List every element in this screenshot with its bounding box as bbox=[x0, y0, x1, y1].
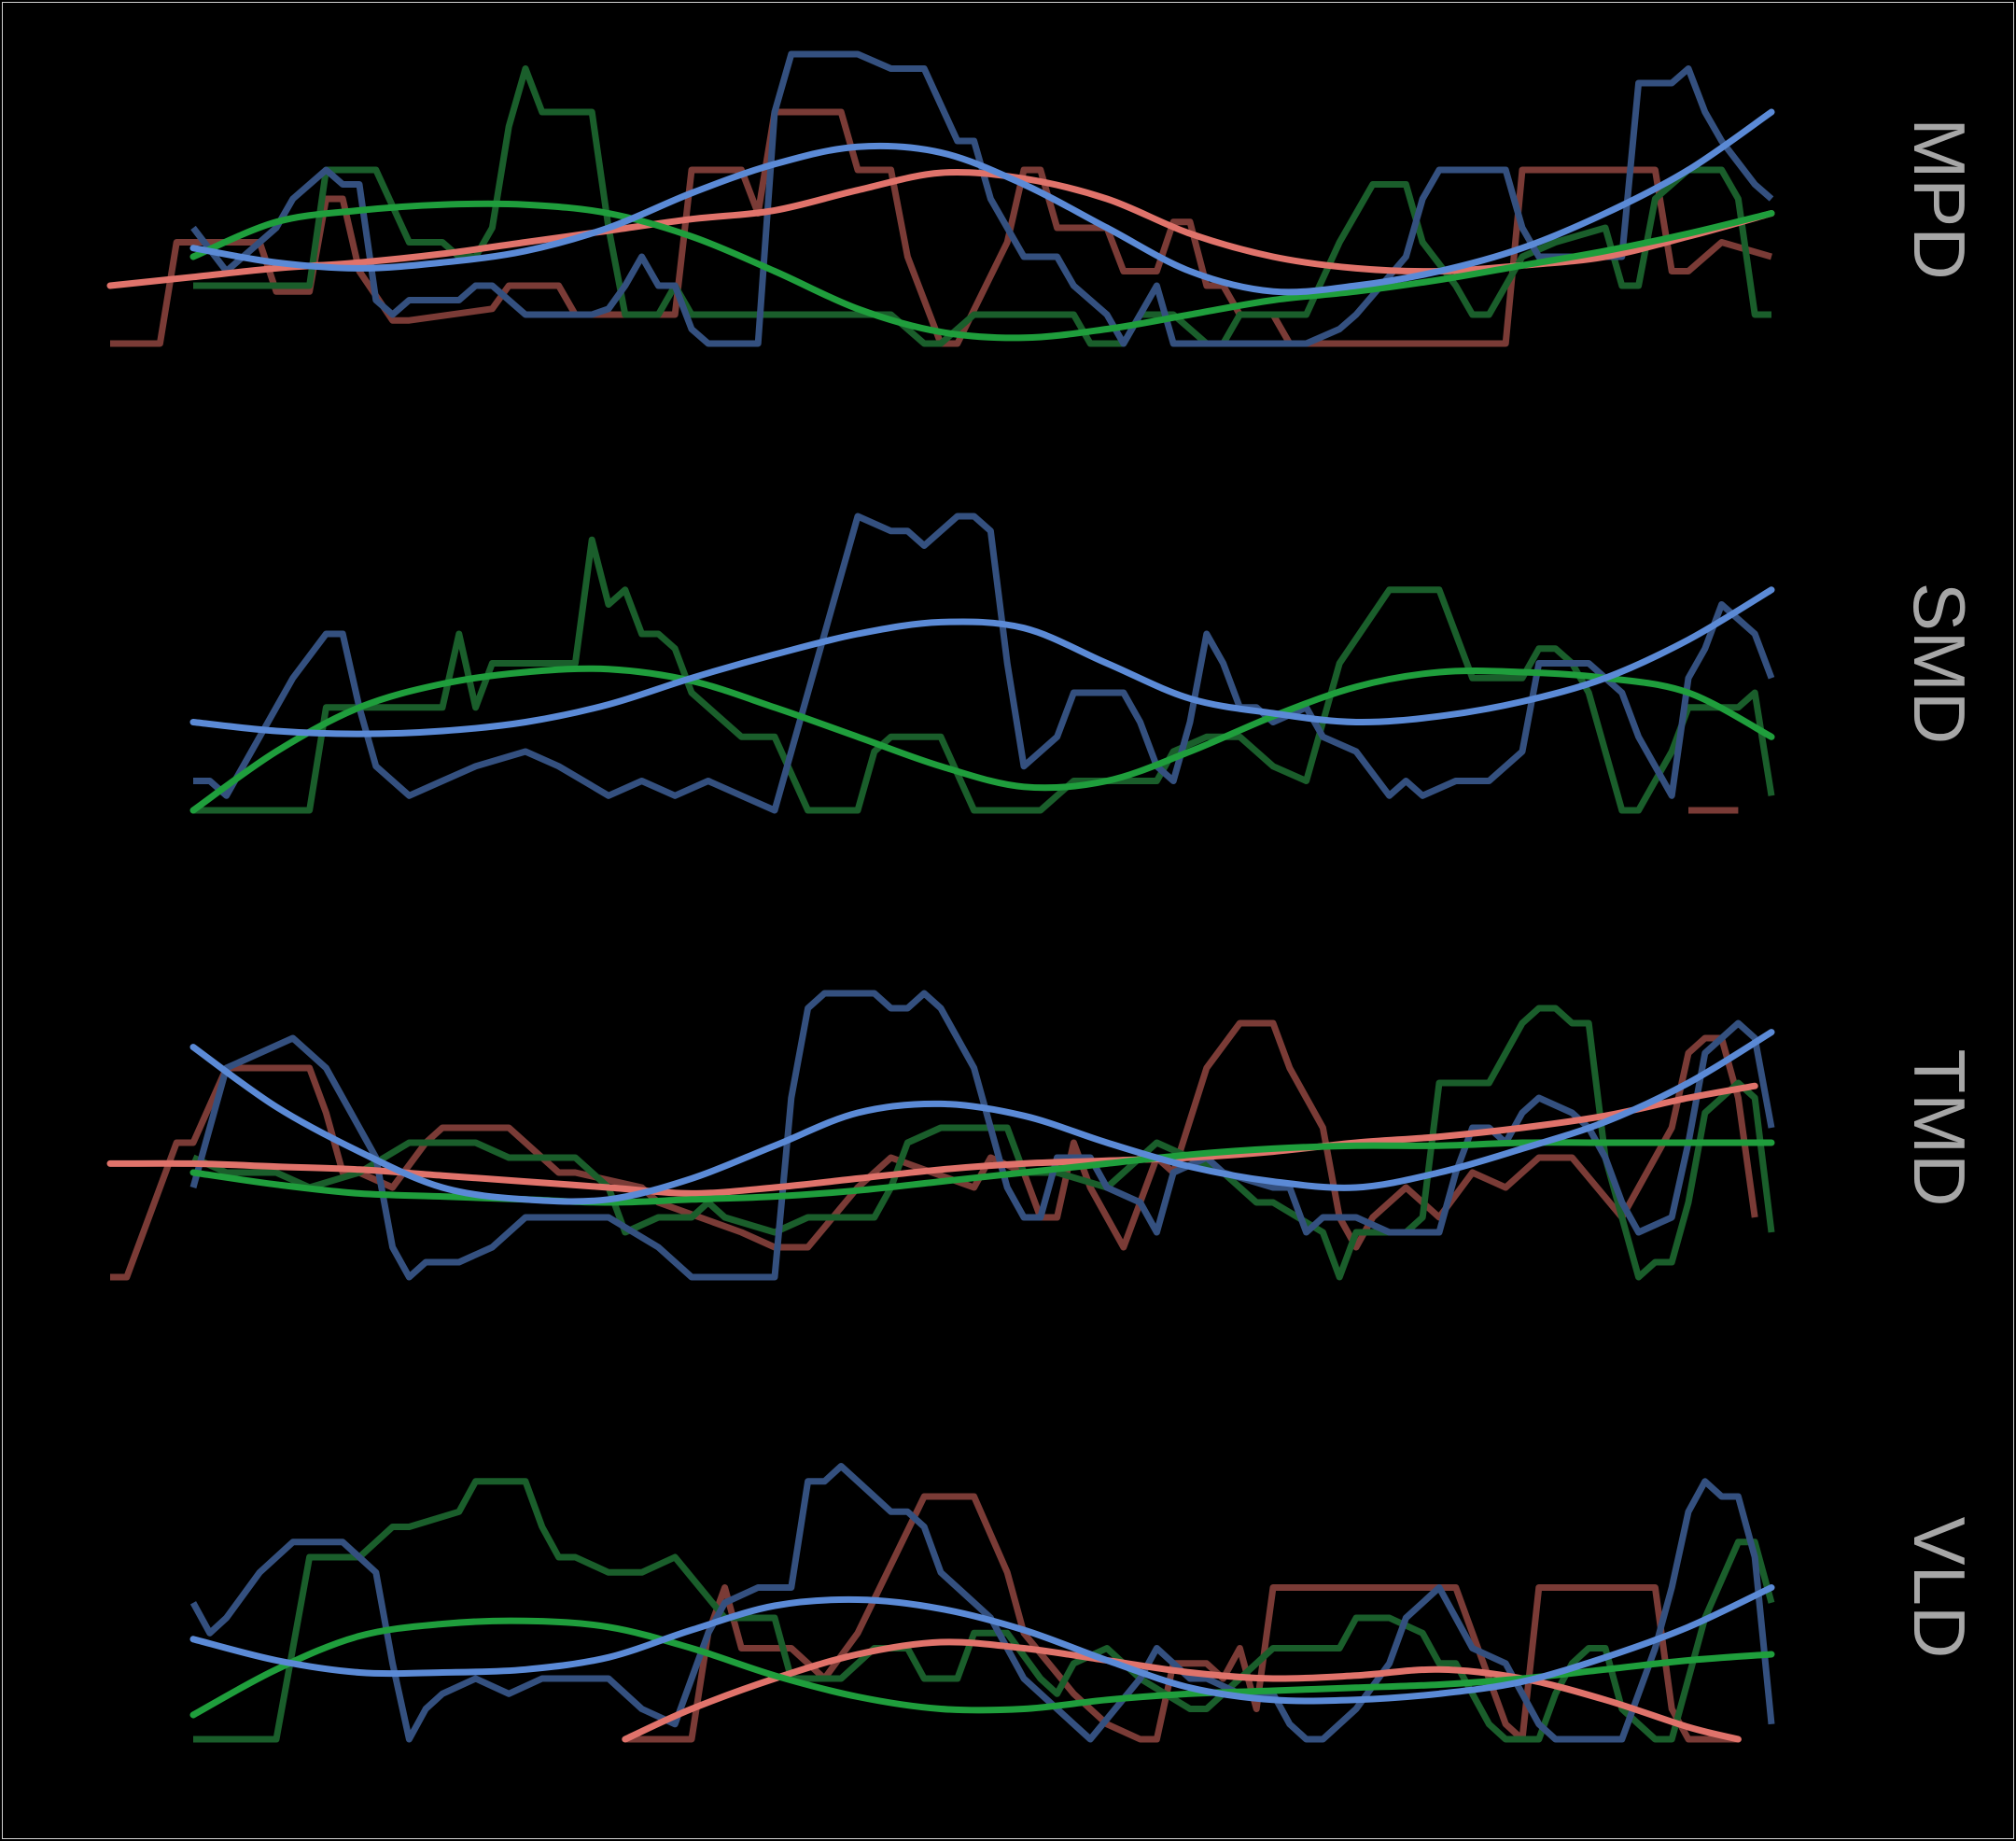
series-blue-smooth-line bbox=[189, 1584, 1775, 1705]
series-green-raw-line bbox=[191, 1005, 1775, 1281]
series-blue-smooth-line bbox=[189, 586, 1775, 738]
facet-tmd: TMD bbox=[106, 990, 1981, 1281]
series-red-smooth-line bbox=[106, 1082, 1758, 1197]
series-blue-smooth-line bbox=[189, 1029, 1775, 1205]
strip-label: TMD bbox=[1898, 1049, 1981, 1207]
strip-label: MPD bbox=[1898, 118, 1981, 279]
strip-label: VLD bbox=[1898, 1517, 1981, 1659]
series-green-raw-line bbox=[193, 1478, 1775, 1743]
series-green-smooth-line bbox=[189, 665, 1775, 814]
facet-mpd: MPD bbox=[106, 50, 1981, 347]
series-green-smooth-line bbox=[189, 1139, 1775, 1206]
series-red-smooth-line bbox=[622, 1638, 1742, 1743]
series-green-raw-line bbox=[193, 65, 1771, 347]
series-green-raw-line bbox=[193, 536, 1775, 814]
series-blue-raw-line bbox=[189, 990, 1775, 1281]
series-blue-raw-line bbox=[193, 513, 1775, 814]
series-green-smooth-line bbox=[189, 200, 1775, 342]
series-blue-smooth-line bbox=[189, 108, 1775, 296]
facet-vld: VLD bbox=[189, 1463, 1981, 1743]
strip-label: SMD bbox=[1898, 583, 1981, 744]
series-red-raw-line bbox=[110, 1019, 1758, 1281]
chart-canvas: MPD SMD TMD VLD bbox=[106, 50, 1981, 1743]
facet-smd: SMD bbox=[189, 513, 1981, 814]
series-blue-raw-line bbox=[190, 50, 1774, 347]
series-green-smooth-line bbox=[189, 1617, 1775, 1719]
